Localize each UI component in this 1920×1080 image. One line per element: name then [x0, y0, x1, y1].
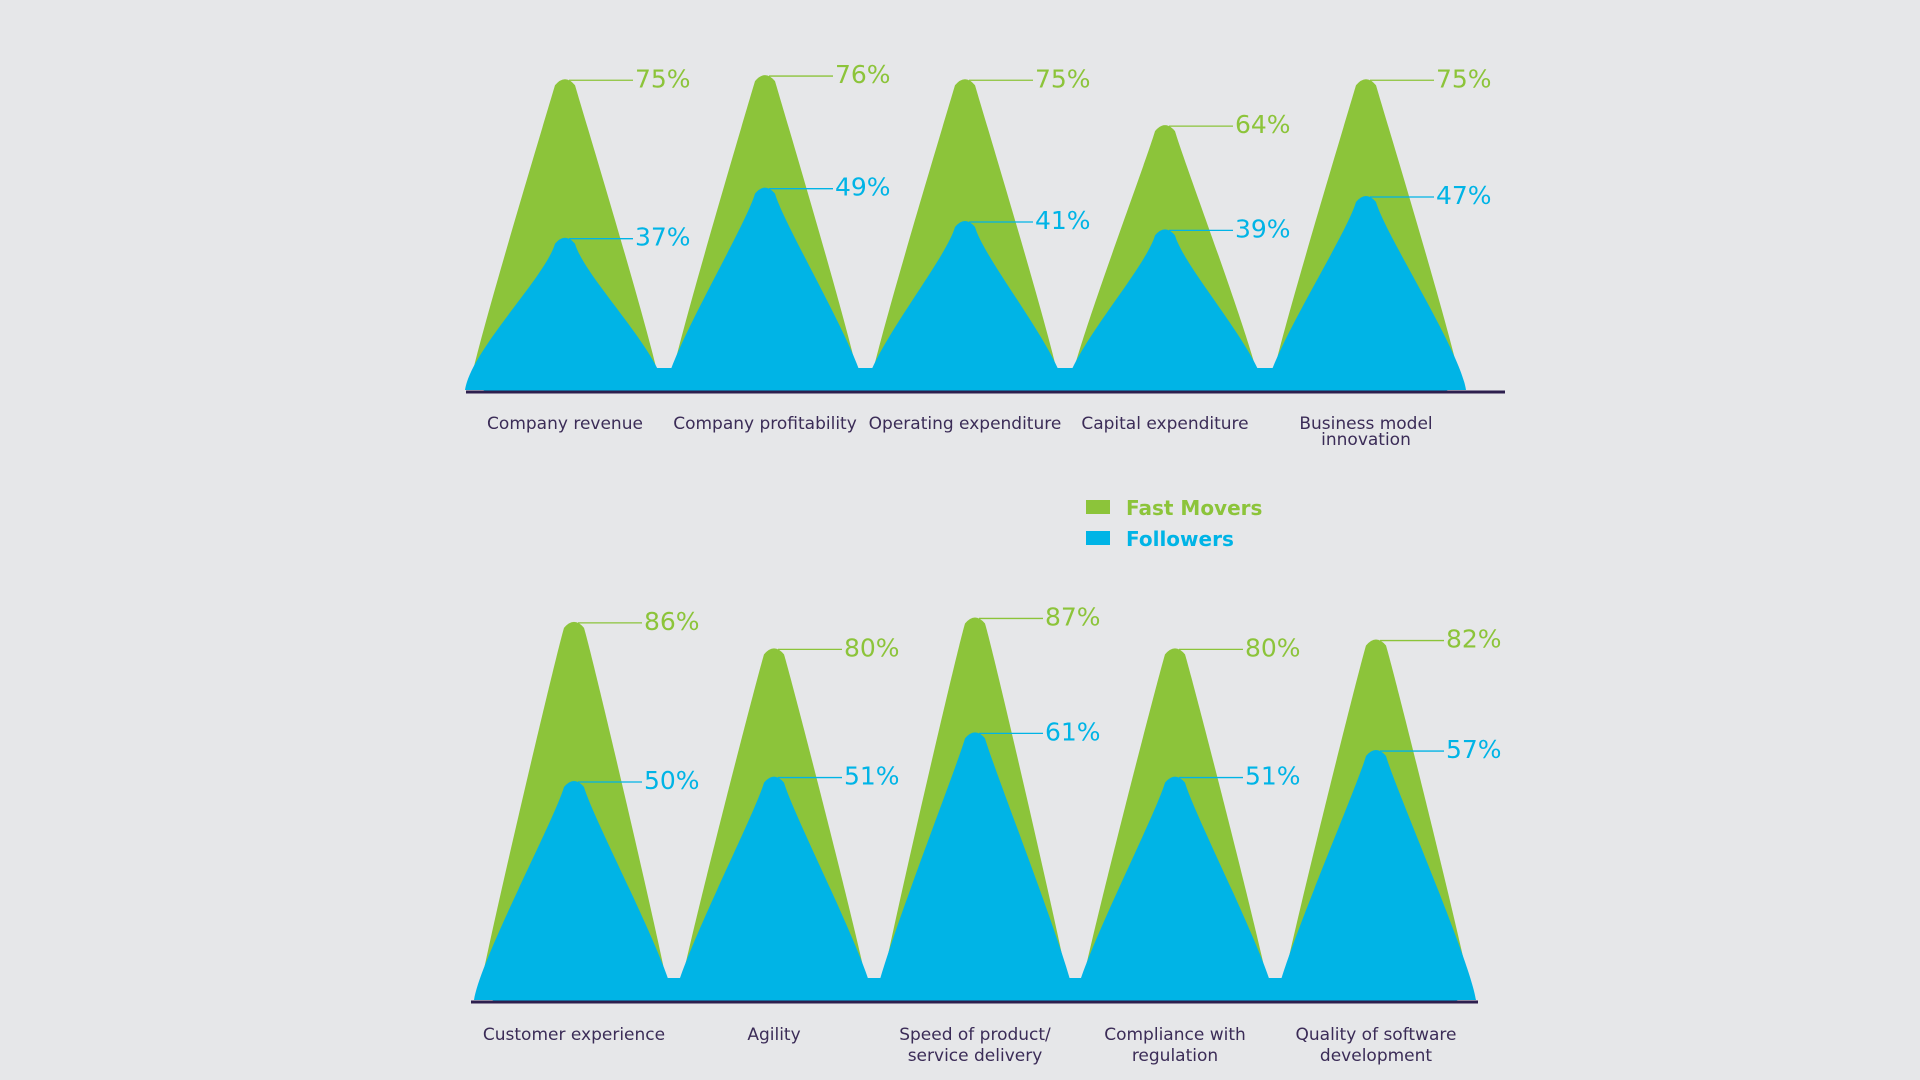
- fast-movers-value-label: 75%: [1436, 64, 1492, 93]
- followers-legend-label: Followers: [1126, 527, 1234, 551]
- fast-movers-value-label: 64%: [1235, 110, 1291, 139]
- category-label: Company profitability: [673, 414, 857, 434]
- fast-movers-value-label: 80%: [1245, 633, 1301, 662]
- category-label: Capital expenditure: [1081, 414, 1248, 434]
- followers-value-label: 47%: [1436, 181, 1492, 210]
- followers-peak: [665, 187, 865, 390]
- followers-value-label: 50%: [644, 766, 700, 795]
- category-label: Customer experience: [483, 1025, 665, 1045]
- fast-movers-value-label: 80%: [844, 633, 900, 662]
- followers-value-label: 41%: [1035, 206, 1091, 235]
- followers-peak: [1276, 750, 1476, 1000]
- category-label: development: [1320, 1046, 1432, 1066]
- category-label: Speed of product/: [899, 1025, 1051, 1045]
- category-label: service delivery: [908, 1046, 1043, 1066]
- followers-value-label: 57%: [1446, 735, 1502, 764]
- followers-peak: [1266, 196, 1466, 390]
- category-label: regulation: [1132, 1046, 1218, 1066]
- followers-peak: [865, 221, 1065, 390]
- fast-movers-value-label: 82%: [1446, 625, 1502, 654]
- category-label: Agility: [747, 1025, 800, 1045]
- category-label: Compliance with: [1104, 1025, 1246, 1045]
- followers-value-label: 37%: [635, 223, 691, 252]
- followers-value-label: 61%: [1045, 717, 1101, 746]
- fast-movers-legend-label: Fast Movers: [1126, 496, 1262, 520]
- followers-peak: [465, 237, 665, 390]
- fast-movers-value-label: 75%: [635, 64, 691, 93]
- followers-value-label: 51%: [844, 762, 900, 791]
- followers-peak: [1065, 229, 1265, 390]
- category-label: Operating expenditure: [869, 414, 1062, 434]
- fast-movers-value-label: 87%: [1045, 602, 1101, 631]
- chart-top: 75% 37% Company revenue 76% 49% Company profi…: [465, 60, 1505, 450]
- followers-peak: [1075, 776, 1275, 1000]
- followers-value-label: 39%: [1235, 214, 1291, 243]
- chart-bottom: 86% 50% Customer experience 80% 51% Agility 87…: [471, 602, 1502, 1066]
- legend: Fast Movers Followers: [1086, 496, 1262, 551]
- followers-peak: [875, 732, 1075, 1000]
- category-label: Quality of software: [1296, 1025, 1457, 1045]
- category-label: innovation: [1321, 430, 1411, 450]
- fast-movers-legend-swatch: [1086, 500, 1110, 514]
- followers-peak: [474, 781, 674, 1000]
- fast-movers-value-label: 76%: [835, 60, 891, 89]
- fast-movers-value-label: 86%: [644, 607, 700, 636]
- followers-peak: [674, 776, 874, 1000]
- fast-movers-value-label: 75%: [1035, 64, 1091, 93]
- followers-value-label: 49%: [835, 173, 891, 202]
- category-label: Company revenue: [487, 414, 643, 434]
- followers-value-label: 51%: [1245, 762, 1301, 791]
- category-label: Business model: [1299, 414, 1432, 434]
- followers-legend-swatch: [1086, 531, 1110, 545]
